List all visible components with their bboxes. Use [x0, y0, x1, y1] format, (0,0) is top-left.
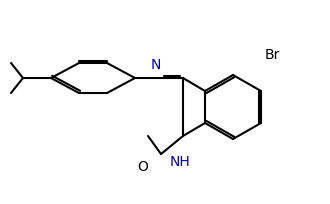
- Text: O: O: [138, 160, 148, 174]
- Text: NH: NH: [170, 155, 191, 169]
- Text: Br: Br: [265, 48, 280, 62]
- Text: N: N: [151, 58, 161, 72]
